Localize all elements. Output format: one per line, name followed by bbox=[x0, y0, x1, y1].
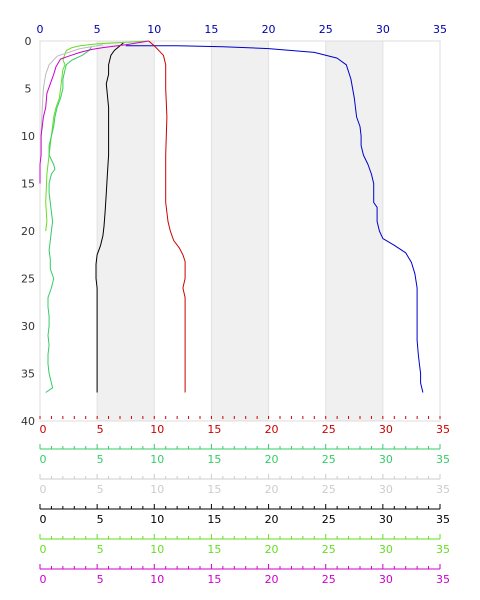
background-band-1 bbox=[211, 41, 269, 421]
bottom-axis-1-tick-label-0: 0 bbox=[40, 453, 47, 466]
bottom-axis-0-tick-label-2: 10 bbox=[150, 423, 164, 436]
bottom-axis-5-tick-label-3: 15 bbox=[207, 573, 221, 586]
bottom-axis-4-tick-label-0: 0 bbox=[40, 543, 47, 556]
bottom-axis-5-tick-label-2: 10 bbox=[150, 573, 164, 586]
series-line-0 bbox=[125, 45, 424, 393]
bottom-axis-5-tick-label-6: 30 bbox=[379, 573, 393, 586]
bottom-axis-2-tick-label-4: 20 bbox=[265, 483, 279, 496]
bottom-axis-3-tick-label-3: 15 bbox=[207, 513, 221, 526]
bottom-x-axis-3: 0 5 10 15 20 25 30 35 bbox=[39, 504, 450, 526]
bottom-axis-4-tick-label-4: 20 bbox=[265, 543, 279, 556]
bottom-axis-4-tick-label-1: 5 bbox=[97, 543, 104, 556]
bottom-axis-5-tick-label-1: 5 bbox=[97, 573, 104, 586]
y-tick-label-5: 25 bbox=[21, 273, 35, 286]
bottom-axis-3-tick-label-0: 0 bbox=[40, 513, 47, 526]
bottom-axis-4-tick-label-5: 25 bbox=[322, 543, 336, 556]
background-band-0 bbox=[97, 41, 155, 421]
bottom-axis-0-tick-label-3: 15 bbox=[207, 423, 221, 436]
bottom-axis-4-tick-label-3: 15 bbox=[207, 543, 221, 556]
y-tick-label-7: 35 bbox=[21, 368, 35, 381]
bottom-axis-5-tick-label-4: 20 bbox=[265, 573, 279, 586]
bottom-axis-2-tick-label-6: 30 bbox=[379, 483, 393, 496]
top-x-tick-label-1: 5 bbox=[94, 23, 101, 36]
bottom-axis-5-tick-label-5: 25 bbox=[322, 573, 336, 586]
y-tick-label-3: 15 bbox=[21, 178, 35, 191]
bottom-x-axes: 0 5 10 15 20 25 30 35 0 5 10 15 20 25 30 35 0 5 10 15 20 25 30… bbox=[39, 416, 450, 586]
y-tick-label-8: 40 bbox=[21, 415, 35, 428]
bottom-axis-1-tick-label-5: 25 bbox=[322, 453, 336, 466]
bottom-axis-3-tick-label-1: 5 bbox=[97, 513, 104, 526]
top-x-tick-label-2: 10 bbox=[147, 23, 161, 36]
series-line-6 bbox=[39, 40, 149, 184]
background-band-2 bbox=[325, 41, 383, 421]
bottom-axis-0-tick-label-1: 5 bbox=[97, 423, 104, 436]
bottom-axis-1-tick-label-1: 5 bbox=[97, 453, 104, 466]
series-line-2 bbox=[95, 42, 124, 393]
bottom-axis-2-tick-label-0: 0 bbox=[40, 483, 47, 496]
y-tick-label-1: 5 bbox=[25, 83, 32, 96]
bottom-x-axis-4: 0 5 10 15 20 25 30 35 bbox=[39, 534, 450, 556]
bottom-axis-3-tick-label-6: 30 bbox=[379, 513, 393, 526]
y-tick-label-0: 0 bbox=[25, 35, 32, 48]
bottom-axis-2-tick-label-5: 25 bbox=[322, 483, 336, 496]
bottom-axis-4-tick-label-7: 35 bbox=[436, 543, 450, 556]
bottom-axis-4-tick-label-6: 30 bbox=[379, 543, 393, 556]
series-line-1 bbox=[148, 40, 186, 393]
bottom-axis-1-tick-label-2: 10 bbox=[150, 453, 164, 466]
bottom-axis-3-tick-label-4: 20 bbox=[265, 513, 279, 526]
bottom-x-axis-5: 0 5 10 15 20 25 30 35 bbox=[39, 564, 450, 586]
bottom-axis-1-tick-label-7: 35 bbox=[436, 453, 450, 466]
bottom-axis-1-tick-label-4: 20 bbox=[265, 453, 279, 466]
bottom-axis-4-tick-label-2: 10 bbox=[150, 543, 164, 556]
top-x-axis: 0 5 10 15 20 25 30 35 bbox=[37, 23, 448, 36]
bottom-axis-2-tick-label-2: 10 bbox=[150, 483, 164, 496]
y-tick-label-4: 20 bbox=[21, 225, 35, 238]
top-x-tick-label-7: 35 bbox=[433, 23, 447, 36]
top-x-tick-label-0: 0 bbox=[37, 23, 44, 36]
bottom-axis-2-tick-label-1: 5 bbox=[97, 483, 104, 496]
bottom-axis-3-tick-label-2: 10 bbox=[150, 513, 164, 526]
bottom-axis-5-tick-label-0: 0 bbox=[40, 573, 47, 586]
series-line-5 bbox=[40, 44, 103, 137]
bottom-x-axis-0: 0 5 10 15 20 25 30 35 bbox=[39, 416, 450, 436]
bottom-axis-2-tick-label-7: 35 bbox=[436, 483, 450, 496]
top-x-tick-label-4: 20 bbox=[262, 23, 276, 36]
y-axis: 0 5 10 15 20 25 30 35 40 bbox=[21, 35, 35, 428]
background-bands bbox=[96, 41, 384, 421]
bottom-axis-3-tick-label-5: 25 bbox=[322, 513, 336, 526]
plot-frame bbox=[39, 40, 441, 422]
bottom-axis-1-tick-label-6: 30 bbox=[379, 453, 393, 466]
bottom-axis-0-tick-label-5: 25 bbox=[322, 423, 336, 436]
y-tick-label-6: 30 bbox=[21, 320, 35, 333]
y-tick-label-2: 10 bbox=[21, 130, 35, 143]
bottom-axis-0-tick-label-0: 0 bbox=[40, 423, 47, 436]
top-x-tick-label-5: 25 bbox=[319, 23, 333, 36]
top-x-tick-label-6: 30 bbox=[376, 23, 390, 36]
series-line-3 bbox=[45, 40, 149, 232]
top-x-tick-label-3: 15 bbox=[204, 23, 218, 36]
bottom-x-axis-1: 0 5 10 15 20 25 30 35 bbox=[39, 444, 450, 466]
series-line-4 bbox=[45, 46, 92, 393]
bottom-axis-2-tick-label-3: 15 bbox=[207, 483, 221, 496]
bottom-x-axis-2: 0 5 10 15 20 25 30 35 bbox=[39, 474, 450, 496]
bottom-axis-5-tick-label-7: 35 bbox=[436, 573, 450, 586]
bottom-axis-0-tick-label-4: 20 bbox=[265, 423, 279, 436]
bottom-axis-3-tick-label-7: 35 bbox=[436, 513, 450, 526]
bottom-axis-0-tick-label-7: 35 bbox=[436, 423, 450, 436]
series-lines bbox=[39, 40, 424, 393]
bottom-axis-1-tick-label-3: 15 bbox=[207, 453, 221, 466]
bottom-axis-0-tick-label-6: 30 bbox=[379, 423, 393, 436]
